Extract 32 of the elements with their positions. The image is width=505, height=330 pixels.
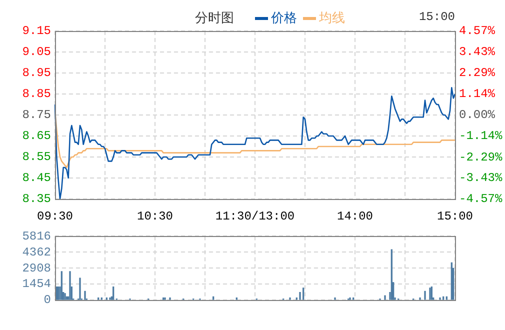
y-tick-label: 4362 — [22, 245, 51, 260]
legend-label: 均线 — [319, 10, 345, 27]
y-tick-label: 8.65 — [22, 129, 51, 144]
y2-tick-label: -2.29% — [459, 150, 504, 164]
y2-tick-label: -3.43% — [459, 171, 504, 186]
text: 15:00 — [418, 10, 455, 24]
y2-tick-label: 0.00% — [459, 108, 496, 122]
y-tick-label: 8.35 — [22, 192, 51, 206]
y2-tick-label: 4.57% — [459, 24, 496, 38]
y-tick-label: 8.95 — [22, 66, 51, 80]
legend-label: 价格 — [271, 10, 297, 27]
y2-tick-label: 2.29% — [459, 66, 496, 80]
y-tick-label: 8.75 — [22, 108, 51, 122]
y-tick-label: 1454 — [22, 277, 51, 292]
y-tick-label: 8.85 — [22, 87, 51, 102]
y-tick-label: 9.15 — [22, 24, 51, 38]
x-tick-label: 10:30 — [136, 209, 174, 224]
y2-tick-label: 1.14% — [459, 87, 496, 102]
x-tick-label: 11:30/13:00 — [215, 209, 295, 224]
y-tick-label: 5816 — [22, 229, 51, 244]
y2-tick-label: -1.14% — [459, 129, 504, 144]
x-tick-label: 09:30 — [36, 209, 74, 224]
y-tick-label: 0 — [44, 293, 51, 308]
y2-tick-label: -4.57% — [459, 192, 504, 206]
chart-title: 分时图 — [195, 10, 234, 27]
y-tick-label: 8.45 — [22, 171, 51, 186]
y-tick-label: 9.05 — [22, 45, 51, 60]
y-tick-label: 2908 — [22, 261, 51, 276]
x-tick-label: 14:00 — [336, 209, 374, 224]
y-tick-label: 8.55 — [22, 150, 51, 164]
x-tick-label: 15:00 — [436, 209, 474, 224]
y2-tick-label: 3.43% — [459, 45, 496, 60]
